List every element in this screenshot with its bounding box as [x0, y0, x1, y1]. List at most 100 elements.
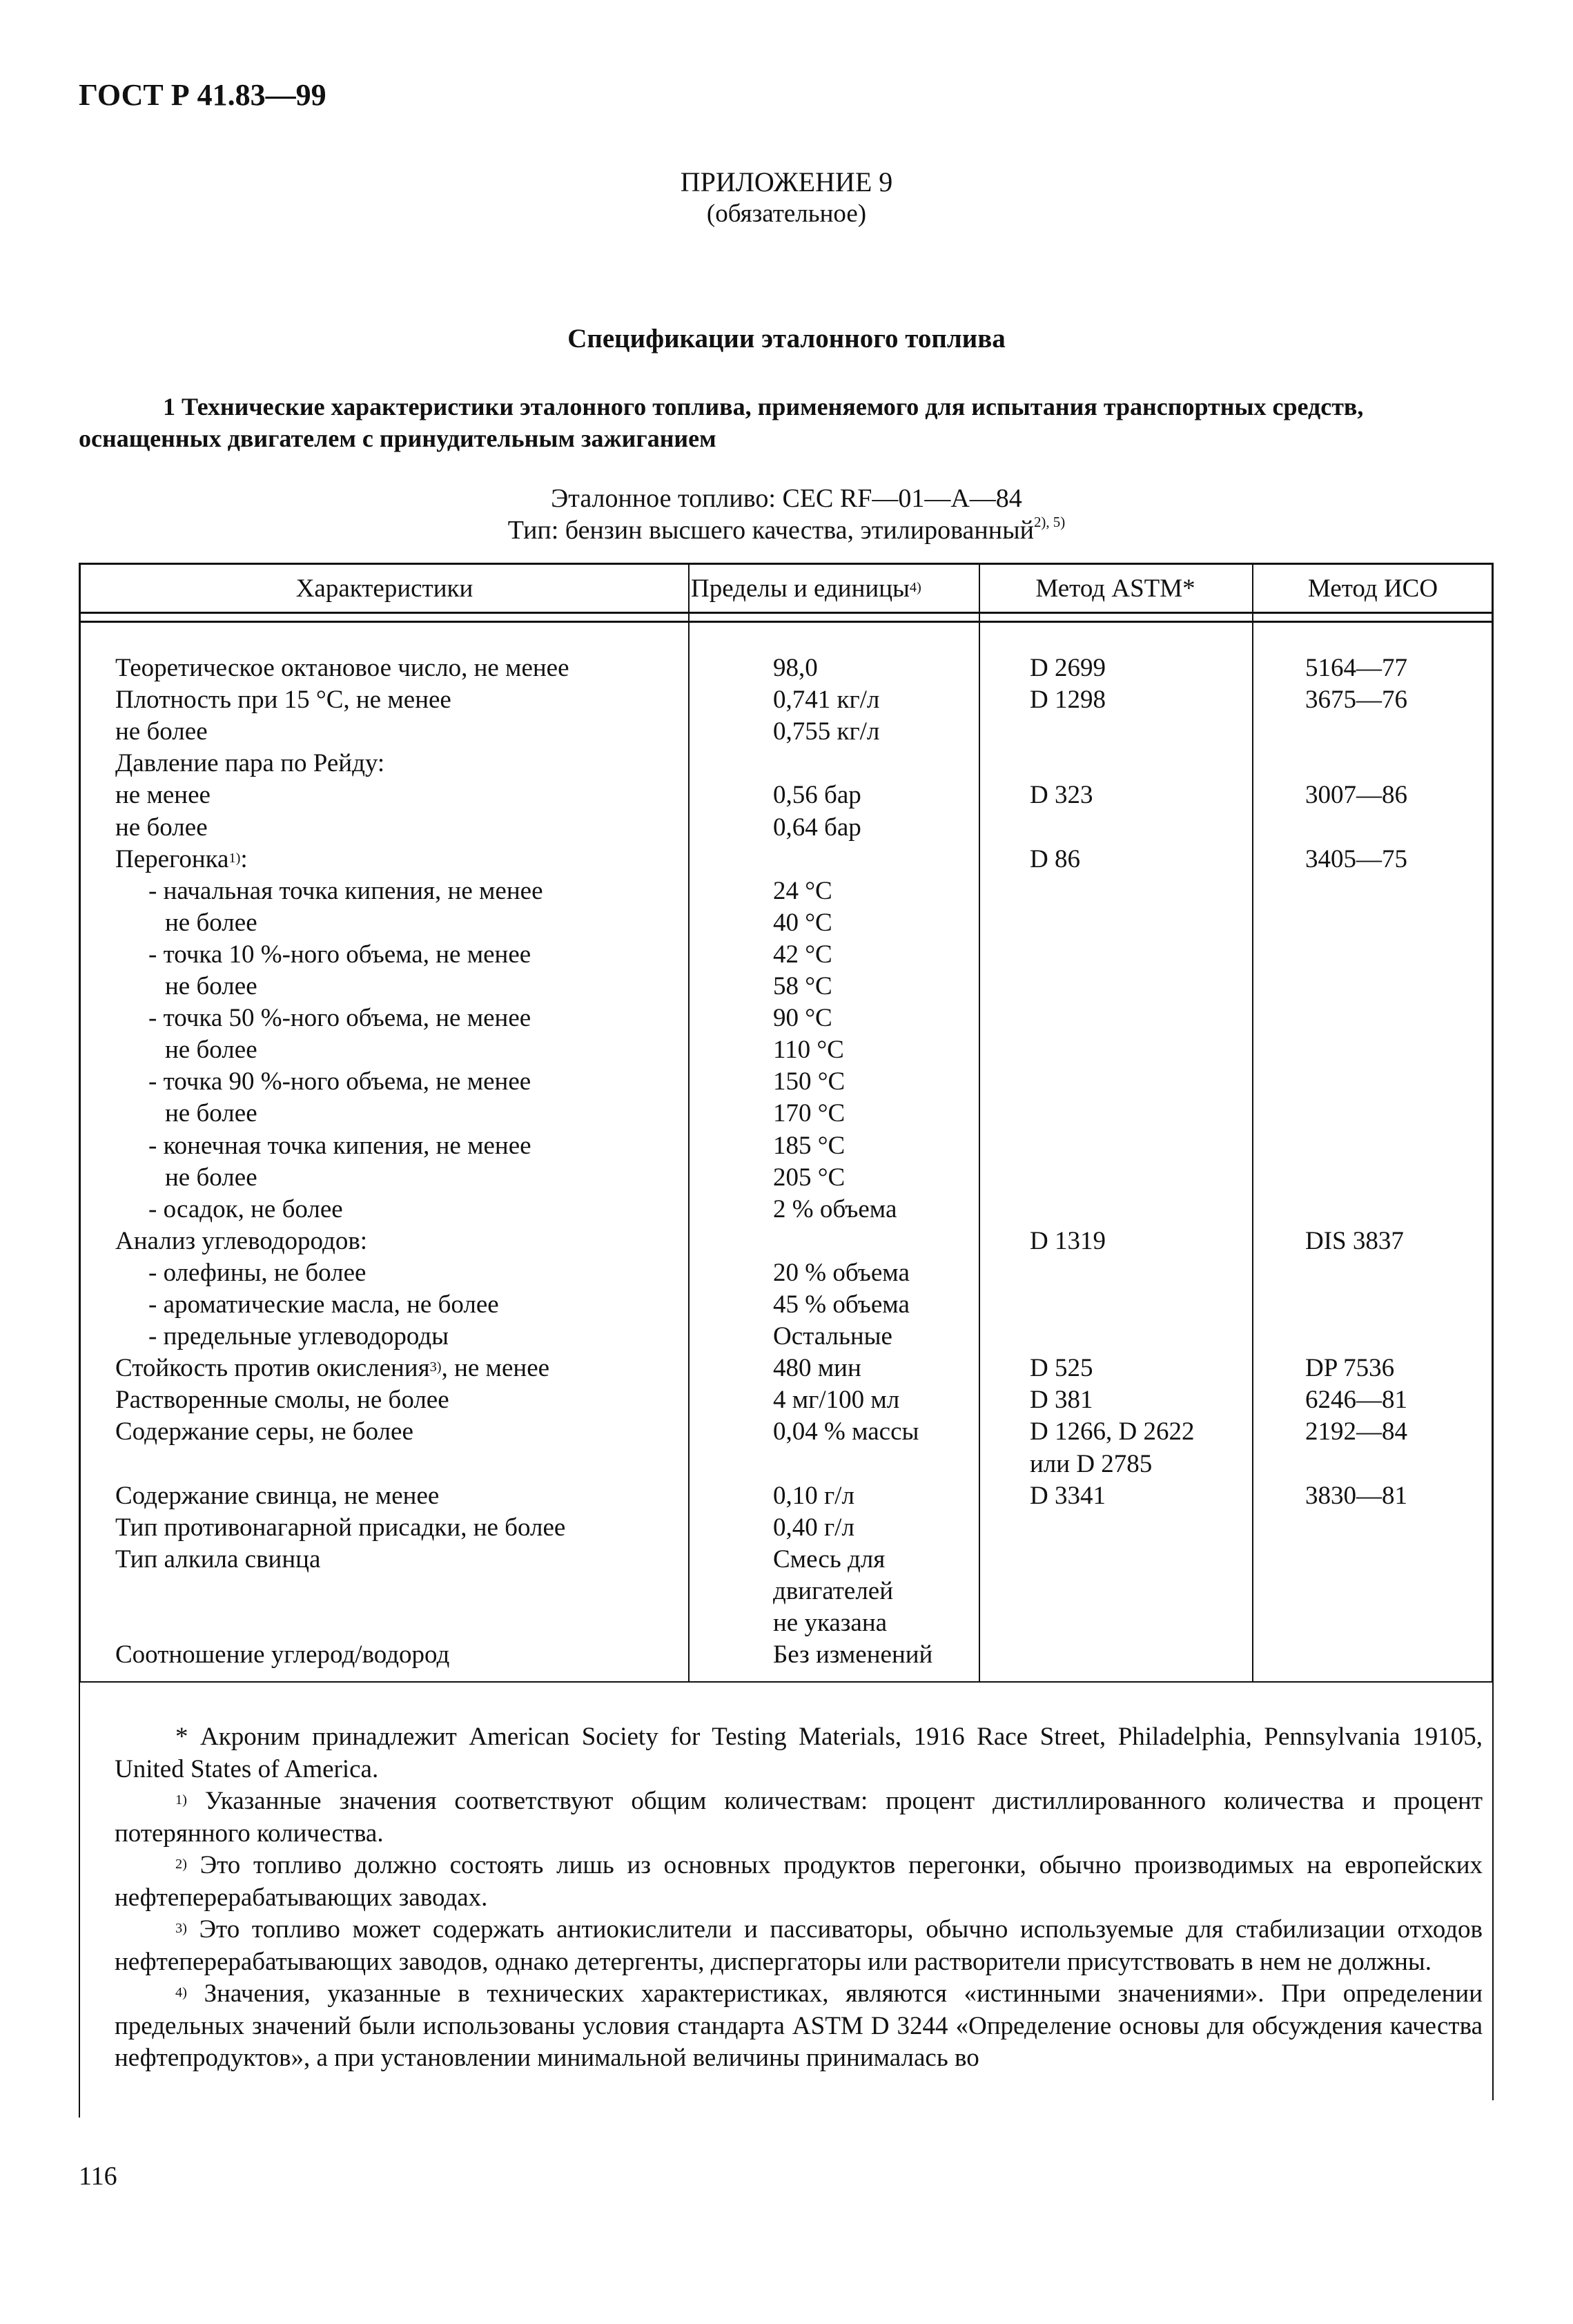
header-iso: Метод ИСО: [1307, 574, 1438, 603]
table-row: Давление пара по Рейду:: [81, 748, 1492, 779]
characteristic-text: Стойкость против окисления: [115, 1354, 430, 1383]
characteristic-text: - предельные углеводороды: [148, 1322, 449, 1351]
table-row: Содержание серы, не более 0,04 % массы D 1…: [81, 1416, 1492, 1448]
characteristic-text: Анализ углеводородов:: [115, 1226, 368, 1255]
fuel-type-footnote-ref: 2), 5): [1033, 514, 1066, 530]
characteristic-text: Перегонка: [115, 844, 229, 873]
table-row: или D 2785: [81, 1449, 1492, 1480]
characteristic-text: Содержание серы, не более: [115, 1417, 413, 1446]
specification-table: Характеристики Пределы и единицы4) Метод…: [79, 563, 1494, 1683]
appendix-status: (обязательное): [706, 200, 867, 228]
cell-characteristic: Тип противонагарной присадки, не более: [115, 1512, 565, 1544]
fuel-type: Тип: бензин высшего качества, этилирован…: [0, 514, 1573, 545]
characteristic-text: - точка 10 %-ного объема, не менее: [148, 940, 531, 969]
table-row: Растворенные смолы, не более 4 мг/100 мл D…: [81, 1384, 1492, 1416]
table-row: не более 40 °С: [81, 907, 1492, 939]
footnote-marker: 3): [175, 1921, 187, 1936]
cell-astm: D 86: [1030, 844, 1080, 873]
footnote-marker: 2): [175, 1857, 187, 1872]
footnote: 4) Значения, указанные в технических хар…: [115, 1978, 1483, 2075]
characteristic-text: не более: [165, 1099, 257, 1128]
characteristic-text: не более: [115, 813, 208, 842]
table-row: - предельные углеводороды Остальные: [81, 1321, 1492, 1353]
characteristic-text: Соотношение углерод/водород: [115, 1640, 450, 1669]
header-astm: Метод ASTM*: [1035, 574, 1195, 603]
table-row: - ароматические масла, не более 45 % объе…: [81, 1289, 1492, 1321]
characteristic-text: - олефины, не более: [148, 1258, 367, 1287]
cell-characteristic: Перегонка1):: [115, 844, 248, 875]
characteristic-text: - осадок, не более: [148, 1194, 343, 1223]
cell-iso: DIS 3837: [1305, 1226, 1404, 1255]
cell-limit: 4 мг/100 мл: [773, 1386, 900, 1415]
cell-limit: 150 °С: [773, 1067, 846, 1096]
cell-characteristic: Содержание свинца, не менее: [115, 1480, 439, 1512]
cell-characteristic: - ароматические масла, не более: [148, 1289, 499, 1321]
page-title: Спецификации эталонного топлива: [567, 324, 1006, 354]
footnote-text: Это топливо должно состоять лишь из осно…: [115, 1851, 1483, 1912]
table-row: Теоретическое октановое число, не менее 9…: [81, 652, 1492, 684]
cell-characteristic: - осадок, не более: [148, 1194, 343, 1226]
fuel-type-text: Тип: бензин высшего качества, этилирован…: [507, 516, 1034, 545]
page-number: 116: [79, 2162, 117, 2191]
table-row: Анализ углеводородов: D 1319 DIS 3837: [81, 1226, 1492, 1257]
cell-characteristic: Стойкость против окисления3), не менее: [115, 1353, 549, 1384]
cell-characteristic: не более: [115, 812, 208, 844]
column-divider: [979, 565, 980, 1681]
characteristic-text: Содержание свинца, не менее: [115, 1481, 440, 1510]
cell-limit: 0,10 г/л: [773, 1481, 854, 1510]
table-row: не более 205 °С: [81, 1162, 1492, 1194]
cell-characteristic: - точка 90 %-ного объема, не менее: [148, 1066, 531, 1098]
cell-astm: D 1266, D 2622: [1030, 1417, 1195, 1446]
cell-limit: 205 °С: [773, 1163, 846, 1192]
cell-iso: 6246—81: [1305, 1386, 1407, 1415]
characteristic-text: Тип противонагарной присадки, не более: [115, 1513, 566, 1542]
cell-astm: или D 2785: [1030, 1449, 1153, 1478]
cell-iso: 2192—84: [1305, 1417, 1407, 1446]
cell-iso: 5164—77: [1305, 654, 1407, 682]
table-row: - начальная точка кипения, не менее 24 °С: [81, 875, 1492, 907]
table-row: не более 170 °С: [81, 1098, 1492, 1130]
cell-characteristic: - точка 10 %-ного объема, не менее: [148, 939, 531, 971]
cell-limit: 0,741 кг/л: [773, 686, 880, 715]
characteristic-text: Растворенные смолы, не более: [115, 1386, 449, 1415]
footnote-text: Значения, указанные в технических характ…: [115, 1979, 1483, 2072]
footnote: 1) Указанные значения соответствуют общи…: [115, 1785, 1483, 1850]
characteristic-text: - конечная точка кипения, не менее: [148, 1131, 531, 1160]
characteristic-text: - точка 90 %-ного объема, не менее: [148, 1067, 531, 1096]
table-row: не более 110 °С: [81, 1034, 1492, 1066]
characteristic-text: Плотность при 15 °С, не менее: [115, 686, 451, 715]
characteristic-text-cont: :: [240, 844, 248, 873]
cell-astm: D 3341: [1030, 1481, 1106, 1510]
cell-characteristic: Теоретическое октановое число, не менее: [115, 652, 569, 684]
section-heading-line1: 1 Технические характеристики эталонного …: [163, 393, 1364, 420]
table-row: не указана: [81, 1607, 1492, 1639]
cell-limit: 40 °С: [773, 908, 832, 937]
cell-iso: 3830—81: [1305, 1481, 1407, 1510]
table-row: - точка 10 %-ного объема, не менее 42 °С: [81, 939, 1492, 971]
cell-characteristic: - предельные углеводороды: [148, 1321, 449, 1353]
header-divider: [81, 612, 1492, 614]
cell-limit: 2 % объема: [773, 1194, 897, 1223]
cell-astm: D 381: [1030, 1386, 1093, 1415]
cell-limit: 0,04 % массы: [773, 1417, 919, 1446]
cell-limit: 42 °С: [773, 940, 832, 969]
cell-astm: D 1298: [1030, 686, 1106, 715]
cell-iso: 3405—75: [1305, 844, 1407, 873]
table-row: Соотношение углерод/водород Без изменений: [81, 1639, 1492, 1671]
characteristic-text: - точка 50 %-ного объема, не менее: [148, 1004, 531, 1033]
table-row: - осадок, не более 2 % объема: [81, 1194, 1492, 1226]
table-row: двигателей: [81, 1576, 1492, 1607]
cell-iso: 3675—76: [1305, 686, 1407, 715]
header-characteristics: Характеристики: [295, 574, 473, 603]
cell-characteristic: Анализ углеводородов:: [115, 1226, 367, 1257]
footnote: 3) Это топливо может содержать антиокисл…: [115, 1914, 1483, 1978]
table-row: Тип противонагарной присадки, не более 0,…: [81, 1512, 1492, 1544]
table-row: Стойкость против окисления3), не менее 48…: [81, 1353, 1492, 1384]
characteristic-text: - ароматические масла, не более: [148, 1290, 499, 1319]
header-limits-footnote-ref: 4): [909, 580, 921, 595]
footnote-text: * Акроним принадлежит American Society f…: [115, 1723, 1483, 1783]
table-row: - конечная точка кипения, не менее 185 °С: [81, 1130, 1492, 1162]
cell-characteristic: Тип алкила свинца: [115, 1544, 320, 1576]
appendix-label: ПРИЛОЖЕНИЕ 9: [680, 166, 893, 197]
column-divider: [688, 565, 690, 1681]
